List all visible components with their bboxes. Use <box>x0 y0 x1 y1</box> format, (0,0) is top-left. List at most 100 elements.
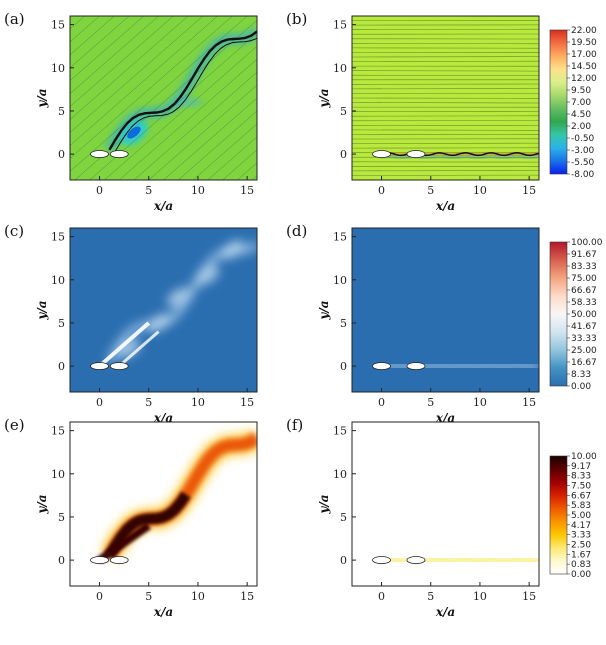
colorbar-label: -5.50 <box>571 158 595 168</box>
colorbar-label: 22.00 <box>571 26 597 36</box>
colorbar-label: 2.00 <box>571 122 591 132</box>
x-tick-label: 15 <box>522 184 536 197</box>
vorticity-band <box>381 154 539 160</box>
y-tick-label: 10 <box>51 274 65 287</box>
panel-label: (a) <box>4 10 25 28</box>
shear-layer <box>98 321 151 368</box>
streamline <box>148 84 257 180</box>
x-tick-label: 0 <box>378 590 385 603</box>
colorbar-label: 12.00 <box>571 74 597 84</box>
x-tick-label: 5 <box>145 396 152 409</box>
x-tick-label: 15 <box>522 396 536 409</box>
colorbar-label: 8.33 <box>571 370 591 380</box>
wake-streamline <box>108 30 257 151</box>
wake-structure <box>97 428 257 564</box>
streamline <box>70 16 204 133</box>
colorbar-label: 33.33 <box>571 334 597 344</box>
y-tick-label: 15 <box>51 19 65 32</box>
x-tick-label: 0 <box>378 396 385 409</box>
panel-6: 0 5 10 15 0 5 10 15 x/a y/a (f) <box>286 416 540 619</box>
wake-streamline <box>113 37 257 154</box>
colorbar-rect <box>549 455 568 575</box>
y-tick-label: 5 <box>340 105 347 118</box>
y-axis-label: y/a <box>317 494 331 514</box>
wake-band <box>380 361 539 371</box>
x-tick-label: 0 <box>96 184 103 197</box>
streamline <box>133 71 257 180</box>
colorbar-rect <box>549 241 568 387</box>
body-1 <box>372 556 391 565</box>
body-2 <box>406 150 426 159</box>
y-tick-label: 15 <box>51 231 65 244</box>
colorbar-label: 9.17 <box>571 462 591 472</box>
y-tick-label: 10 <box>333 274 347 287</box>
x-tick-label: 10 <box>473 184 487 197</box>
wake-structure <box>380 361 539 371</box>
colorbar-label: 83.33 <box>571 262 597 272</box>
x-axis-label: x/a <box>435 605 455 619</box>
colorbar-label: 0.00 <box>571 570 591 580</box>
panel-1: 0 5 10 15 0 5 10 15 x/a y/a (a) <box>4 10 258 213</box>
wake-vortex <box>221 240 244 259</box>
streamline <box>192 123 257 180</box>
x-tick-label: 0 <box>96 396 103 409</box>
wake-vortex <box>147 313 170 333</box>
wake-vortex <box>166 287 190 307</box>
y-tick-label: 5 <box>58 317 65 330</box>
streamline <box>70 16 219 146</box>
x-tick-label: 10 <box>191 184 205 197</box>
body-2 <box>109 362 129 371</box>
x-tick-label: 15 <box>240 396 254 409</box>
colorbar-label: 6.67 <box>571 491 591 501</box>
streamline <box>222 149 257 180</box>
vortex-core <box>127 126 141 139</box>
colorbar-top: 22.00 19.50 17.00 14.50 12.00 9.50 7.00 4.50 2.0… <box>549 26 597 180</box>
streamline <box>70 16 159 94</box>
colorbar-label: 7.00 <box>571 98 591 108</box>
y-tick-label: 5 <box>340 317 347 330</box>
wake-core <box>97 522 152 564</box>
x-tick-label: 15 <box>240 184 254 197</box>
y-tick-label: 0 <box>58 148 65 161</box>
streamline <box>70 16 248 172</box>
colorbar-label: 10.00 <box>571 452 597 462</box>
y-tick-label: 0 <box>340 148 347 161</box>
body-1 <box>90 362 109 371</box>
colorbar-label: 0.83 <box>571 560 591 570</box>
streamline <box>104 46 257 180</box>
y-axis-label: y/a <box>317 88 331 108</box>
y-tick-label: 10 <box>333 62 347 75</box>
streamline <box>352 43 539 45</box>
streamline <box>163 97 257 180</box>
body-1 <box>90 150 109 159</box>
colorbar-label: 100.00 <box>571 238 603 248</box>
shear-layer <box>118 330 160 368</box>
x-axis-label: x/a <box>435 199 455 213</box>
streamline <box>118 58 257 180</box>
body-2 <box>109 150 129 159</box>
y-tick-label: 15 <box>333 19 347 32</box>
y-tick-label: 5 <box>340 511 347 524</box>
colorbar-label: 75.00 <box>571 274 597 284</box>
y-axis-label: y/a <box>317 300 331 320</box>
y-tick-label: 10 <box>51 468 65 481</box>
y-axis-label: y/a <box>35 88 49 108</box>
y-axis-label: y/a <box>35 494 49 514</box>
colorbar-label: 41.67 <box>571 322 597 332</box>
wake-vortex <box>196 266 220 285</box>
plot-area <box>352 422 539 586</box>
y-tick-label: 15 <box>51 425 65 438</box>
plot-frame <box>351 421 540 587</box>
plot-area <box>70 16 257 180</box>
streamline <box>70 16 189 120</box>
plot-frame <box>69 227 258 393</box>
colorbar-label: 3.33 <box>571 531 591 541</box>
colorbar-label: 1.67 <box>571 550 591 560</box>
y-axis-label: y/a <box>35 300 49 320</box>
plot-frame <box>351 15 540 181</box>
y-tick-label: 10 <box>333 468 347 481</box>
plot-frame <box>69 421 258 587</box>
streamline <box>70 16 115 56</box>
colorbar-label: 25.00 <box>571 346 597 356</box>
plot-frame <box>351 227 540 393</box>
